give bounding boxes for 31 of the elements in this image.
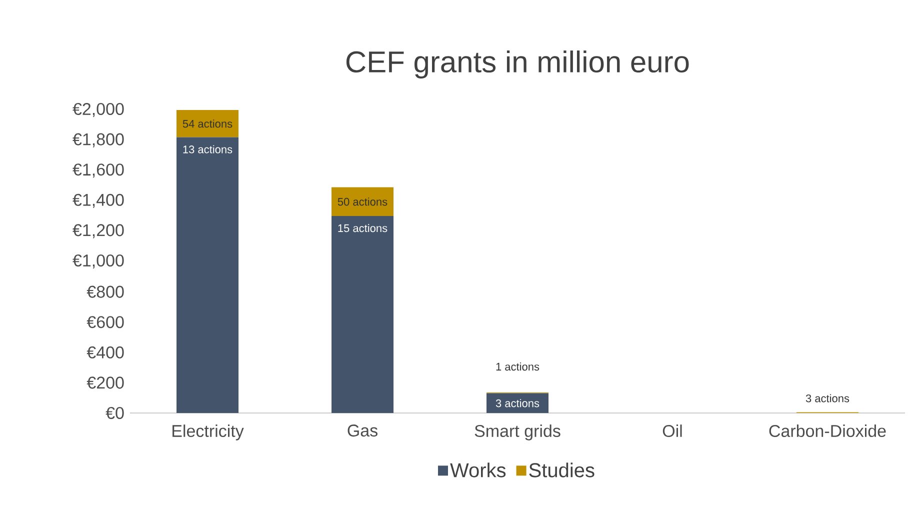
- bar: [332, 187, 394, 216]
- y-tick-label: €2,000: [72, 102, 124, 118]
- y-tick-label: €600: [86, 316, 124, 328]
- legend-label: Works: [450, 462, 506, 478]
- legend-label: Studies: [529, 462, 594, 478]
- x-tick-label: Gas: [348, 424, 378, 437]
- annotation: 54 actions: [182, 120, 232, 128]
- annotation: 50 actions: [338, 198, 388, 206]
- annotation: 15 actions: [338, 224, 388, 232]
- annotation: 13 actions: [183, 145, 232, 154]
- annotation: 3 actions: [496, 399, 540, 408]
- bar: [176, 137, 239, 413]
- y-tick-label: €1,000: [72, 254, 124, 269]
- y-tick-label: €1,200: [72, 224, 124, 238]
- y-tick-label: €400: [86, 346, 124, 358]
- x-tick-label: Carbon-Dioxide: [769, 424, 886, 438]
- x-tick-label: Electricity: [172, 424, 244, 440]
- y-tick-label: €0: [106, 406, 124, 420]
- bar: [176, 110, 239, 138]
- y-tick-label: €800: [86, 286, 124, 298]
- annotation: 1 actions: [496, 362, 540, 371]
- chart-title: CEF grants in million euro: [346, 50, 689, 78]
- bar: [332, 216, 394, 413]
- bar: [486, 393, 549, 413]
- y-tick-label: €1,600: [72, 164, 124, 178]
- y-tick-label: €1,400: [72, 194, 124, 208]
- x-tick-label: Oil: [662, 424, 682, 438]
- y-tick-label: €200: [86, 376, 124, 389]
- y-tick-label: €1,800: [72, 133, 124, 148]
- annotation: 3 actions: [806, 394, 850, 402]
- x-tick-label: Smart grids: [474, 424, 560, 440]
